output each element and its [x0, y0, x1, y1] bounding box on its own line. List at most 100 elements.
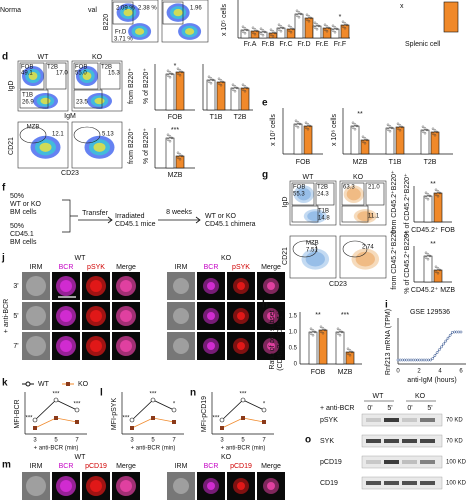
label: Fr.D — [297, 41, 310, 48]
dot — [231, 83, 235, 87]
label: IgD — [8, 81, 15, 92]
label: FOB — [296, 159, 311, 166]
dot-wt — [240, 397, 246, 403]
label: Fr.A — [244, 41, 257, 48]
density — [357, 211, 374, 222]
band — [402, 418, 417, 422]
label: Merge — [261, 463, 281, 470]
dot — [325, 25, 329, 28]
cell-core — [120, 280, 132, 292]
label: *** — [341, 312, 349, 319]
label: 7 — [172, 438, 176, 444]
label: + anti-BCR (min) — [131, 446, 176, 452]
label: T1B — [389, 159, 402, 166]
dot — [168, 71, 172, 74]
point — [440, 345, 443, 349]
label: k — [2, 378, 8, 389]
cell-core — [90, 280, 102, 292]
label: 26.9 — [22, 100, 34, 106]
point — [457, 330, 461, 334]
label: x 10⁵ cells — [221, 3, 228, 36]
dot — [426, 258, 430, 261]
label: d — [2, 52, 8, 63]
point — [448, 333, 452, 337]
cell-core — [120, 340, 132, 352]
label: T2B — [424, 159, 437, 166]
label: BM cells — [10, 209, 37, 216]
point — [403, 358, 406, 362]
dot — [269, 33, 273, 36]
dot — [346, 352, 350, 355]
dot — [311, 334, 315, 337]
label: pSYK — [232, 264, 250, 271]
band — [384, 460, 399, 464]
label: WT — [373, 393, 385, 400]
label: 11.1 — [368, 214, 380, 220]
dot — [434, 193, 438, 196]
dot — [421, 130, 425, 133]
label: 100 KD — [446, 460, 467, 466]
dot — [178, 157, 182, 161]
gate — [292, 240, 318, 258]
label: CD23 — [329, 281, 347, 288]
dot — [423, 127, 427, 130]
label: % of CD45.2⁺B220⁺ — [404, 173, 411, 237]
dot — [207, 80, 211, 83]
dot — [398, 128, 402, 132]
label: 2.09 % — [116, 6, 135, 12]
bar-wt — [312, 25, 322, 39]
density — [296, 188, 311, 201]
label: BCR — [204, 463, 219, 470]
label: h — [262, 300, 268, 311]
dot — [426, 197, 430, 201]
label: 7 — [262, 438, 266, 444]
dot — [289, 31, 293, 34]
dot — [176, 67, 180, 71]
label: 12.1 — [52, 132, 64, 138]
point — [409, 358, 413, 362]
label: FOB — [293, 185, 305, 191]
dot — [428, 194, 432, 198]
label: 50% — [10, 223, 24, 230]
dot-wt — [150, 397, 156, 403]
dot — [363, 141, 367, 145]
dot — [211, 78, 215, 82]
dot — [233, 89, 237, 93]
label: x 10⁷ cells — [270, 114, 277, 146]
dot — [400, 125, 404, 129]
label: 0' — [367, 405, 372, 412]
label: SYK — [320, 438, 334, 445]
dot — [424, 196, 428, 199]
dot — [323, 28, 327, 31]
dot — [313, 330, 317, 334]
dot — [353, 123, 357, 126]
dot — [180, 70, 184, 74]
cell — [26, 306, 46, 326]
label: ** — [430, 181, 436, 188]
dot — [295, 9, 299, 13]
dot — [295, 14, 299, 17]
label: T1B — [318, 209, 329, 215]
label: % of B220⁺ — [143, 68, 150, 104]
band — [402, 460, 417, 464]
dot — [269, 28, 273, 31]
label: Merge — [116, 463, 136, 470]
dot — [297, 11, 301, 14]
density — [305, 251, 325, 267]
dot — [436, 194, 440, 198]
label: * — [339, 14, 342, 21]
dot — [299, 12, 303, 16]
label: Fr.C — [279, 41, 292, 48]
dot — [348, 354, 352, 357]
dot — [323, 23, 327, 26]
bar-wt — [258, 31, 268, 39]
label: 3.71 % — [114, 37, 133, 43]
dot — [345, 23, 349, 27]
dot-wt — [261, 407, 267, 413]
dot — [178, 73, 182, 77]
density — [185, 28, 195, 35]
dot — [365, 138, 369, 142]
dot — [241, 25, 245, 28]
label: Fr.B — [262, 41, 275, 48]
